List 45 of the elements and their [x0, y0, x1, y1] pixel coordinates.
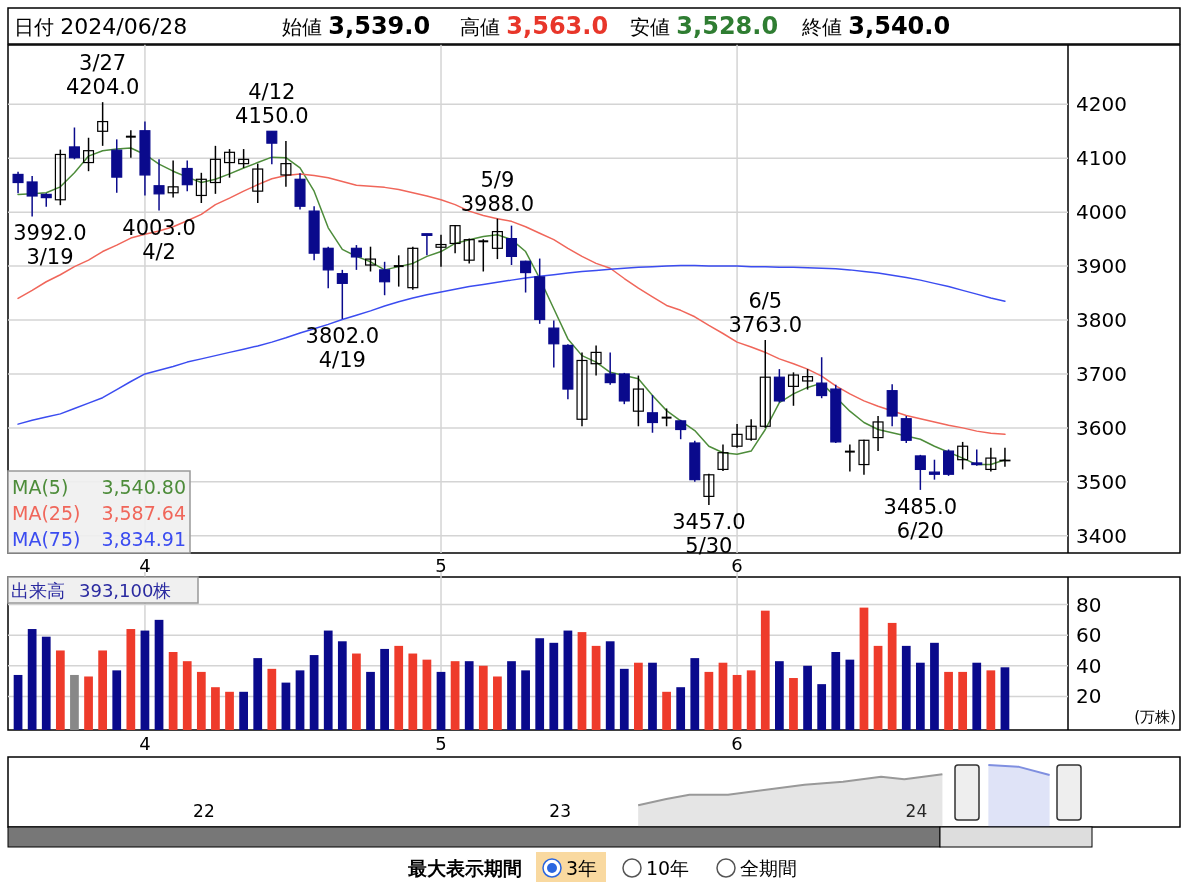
- text: 日付 2024/06/28: [14, 14, 188, 39]
- annotation: 3802.0 4/19: [305, 323, 380, 372]
- annotation: 6/5 3763.0: [728, 288, 803, 337]
- y-tick-label: 60: [1076, 623, 1102, 648]
- text: 3年: [566, 857, 598, 879]
- y-tick-label: 4100: [1076, 146, 1127, 171]
- annotation: 3485.0 6/20: [883, 494, 958, 543]
- chart-title: 出来高 393,100株: [11, 580, 172, 601]
- x-tick-label: 23: [549, 801, 571, 821]
- x-tick-label: 6: [731, 733, 743, 754]
- y-tick-label: 3700: [1076, 361, 1127, 386]
- x-tick-label: 6: [731, 555, 743, 576]
- y-tick-label: 40: [1076, 653, 1102, 678]
- y-axis-title: (万株): [1134, 708, 1176, 726]
- y-tick-label: 3900: [1076, 254, 1127, 279]
- x-tick-label: 24: [905, 801, 928, 821]
- x-tick-label: 5: [435, 555, 447, 576]
- y-tick-label: 3400: [1076, 523, 1127, 548]
- text: 最大表示期間: [407, 857, 522, 879]
- text: 始値 3,539.0: [282, 12, 431, 40]
- annotation: 3/27 4204.0: [65, 51, 140, 100]
- x-tick-label: 5: [435, 733, 447, 754]
- annotation: 4/12 4150.0: [235, 80, 309, 129]
- text: 高値 3,563.0: [460, 12, 609, 40]
- x-tick-label: 22: [193, 801, 215, 821]
- text: MA(75) 3,834.91: [12, 528, 186, 550]
- y-tick-label: 3800: [1076, 308, 1127, 333]
- y-tick-label: 4200: [1076, 92, 1127, 117]
- annotation: 3992.0 3/19: [13, 221, 87, 270]
- text: 終値 3,540.0: [801, 12, 951, 40]
- text: 安値 3,528.0: [630, 12, 779, 40]
- y-tick-label: 3600: [1076, 415, 1127, 440]
- x-tick-label: 4: [139, 733, 151, 754]
- y-tick-label: 20: [1076, 684, 1102, 709]
- x-tick-label: 4: [139, 555, 151, 576]
- text: 全期間: [740, 857, 797, 879]
- text: MA(25) 3,587.64: [12, 502, 186, 524]
- line-series: [17, 264, 1006, 425]
- text: MA(5) 3,540.80: [12, 476, 186, 498]
- annotation: 5/9 3988.0: [460, 167, 535, 216]
- y-tick-label: 80: [1076, 592, 1102, 617]
- text: 10年: [646, 857, 690, 879]
- y-tick-label: 4000: [1076, 200, 1127, 225]
- y-tick-label: 3500: [1076, 469, 1127, 494]
- annotation: 3457.0 5/30: [672, 510, 746, 558]
